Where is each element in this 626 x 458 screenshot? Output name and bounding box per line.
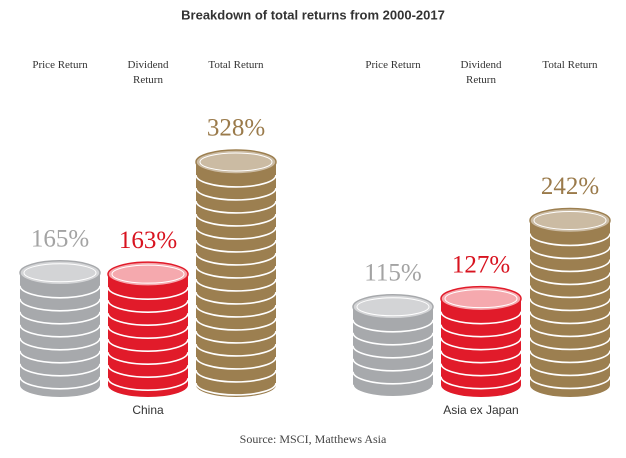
coin-edge (440, 311, 522, 325)
series-name: Total Return (542, 59, 598, 71)
coin-edge (195, 382, 277, 396)
coin-edge (195, 174, 277, 188)
coin-rim (533, 210, 607, 230)
coin-edge (19, 363, 101, 377)
coin-edge (529, 246, 611, 260)
series-name: Price Return (32, 59, 88, 71)
coin-edge (529, 363, 611, 377)
coin-edge (195, 343, 277, 357)
value-label: 242% (541, 173, 599, 200)
coin-edge (19, 324, 101, 338)
series-name: Price Return (365, 59, 421, 71)
coin-edge (195, 356, 277, 370)
coin-edge (195, 278, 277, 292)
coin-edge (107, 313, 189, 326)
coin-body (108, 274, 188, 385)
coin-edge (529, 233, 611, 247)
coin-edge (352, 384, 434, 398)
coin-stack (529, 207, 611, 397)
coin-edge (529, 337, 611, 351)
coin-edge (529, 259, 611, 273)
coin-edge (352, 371, 434, 385)
coin-edge (529, 298, 611, 312)
coin-edge (529, 311, 611, 325)
coin-edge (440, 324, 522, 338)
value-label: 165% (31, 226, 89, 253)
series-name: Total Return (208, 59, 264, 71)
coin-edge (195, 200, 277, 214)
coin-edge (195, 239, 277, 253)
coin-edge (352, 345, 434, 359)
coin-edge (107, 287, 189, 300)
coin-edge (195, 317, 277, 331)
coin-body (353, 306, 433, 385)
coin-stack (195, 149, 277, 397)
coin-edge (529, 376, 611, 390)
coin-edge (529, 272, 611, 286)
coin-edge (107, 326, 189, 339)
coin-rim (23, 263, 97, 283)
coin-edge (19, 298, 101, 312)
coin-edge (107, 365, 189, 378)
coin-edge (440, 363, 522, 377)
value-label: 328% (207, 115, 265, 142)
coin-edge (529, 350, 611, 364)
coin-edge (195, 330, 277, 344)
coin-edge (19, 337, 101, 351)
coin-top (19, 260, 101, 286)
series-name: Dividend Return (460, 59, 502, 86)
coin-edge (19, 376, 101, 390)
coin-stack (19, 260, 101, 397)
coin-edge (529, 324, 611, 338)
coin-edge (107, 300, 189, 313)
coin-edge (529, 285, 611, 299)
coin-edge (352, 358, 434, 372)
coin-top (107, 261, 189, 287)
coin-rim (199, 152, 273, 172)
coin-edge (19, 285, 101, 299)
coin-edge (440, 337, 522, 351)
category-label: China (132, 403, 164, 417)
coin-stack (440, 285, 522, 397)
coin-top (352, 294, 434, 320)
coin-edge (352, 332, 434, 346)
coin-edge (195, 369, 277, 383)
coin-edge (107, 378, 189, 391)
coin-edge (440, 350, 522, 364)
coin-rim (356, 297, 430, 317)
coin-rim (444, 289, 518, 309)
coin-edge (195, 226, 277, 240)
coin-body (530, 220, 610, 385)
coin-edge (352, 319, 434, 333)
value-label: 163% (119, 227, 177, 254)
coin-edge (195, 213, 277, 227)
series-name: Dividend Return (127, 59, 169, 86)
coin-top (440, 285, 522, 312)
coin-edge (195, 291, 277, 305)
coin-top (195, 149, 277, 175)
coin-top (529, 207, 611, 234)
value-label: 115% (364, 260, 421, 287)
category-label: Asia ex Japan (443, 403, 518, 417)
coin-body (20, 272, 100, 385)
coin-body (196, 161, 276, 385)
coin-edge (19, 350, 101, 364)
coin-rim (111, 264, 185, 284)
coin-edge (107, 352, 189, 365)
coin-body (441, 298, 521, 385)
value-label: 127% (452, 251, 510, 278)
chart-title: Breakdown of total returns from 2000-201… (181, 7, 445, 22)
coin-edge (195, 252, 277, 266)
coin-edge (195, 265, 277, 279)
coin-edge (440, 376, 522, 390)
coin-stack (107, 261, 189, 397)
coin-edge (195, 187, 277, 201)
coin-stack (352, 294, 434, 398)
coin-edge (107, 339, 189, 352)
coin-edge (195, 304, 277, 318)
source: Source: MSCI, Matthews Asia (240, 432, 387, 446)
coin-edge (19, 311, 101, 325)
